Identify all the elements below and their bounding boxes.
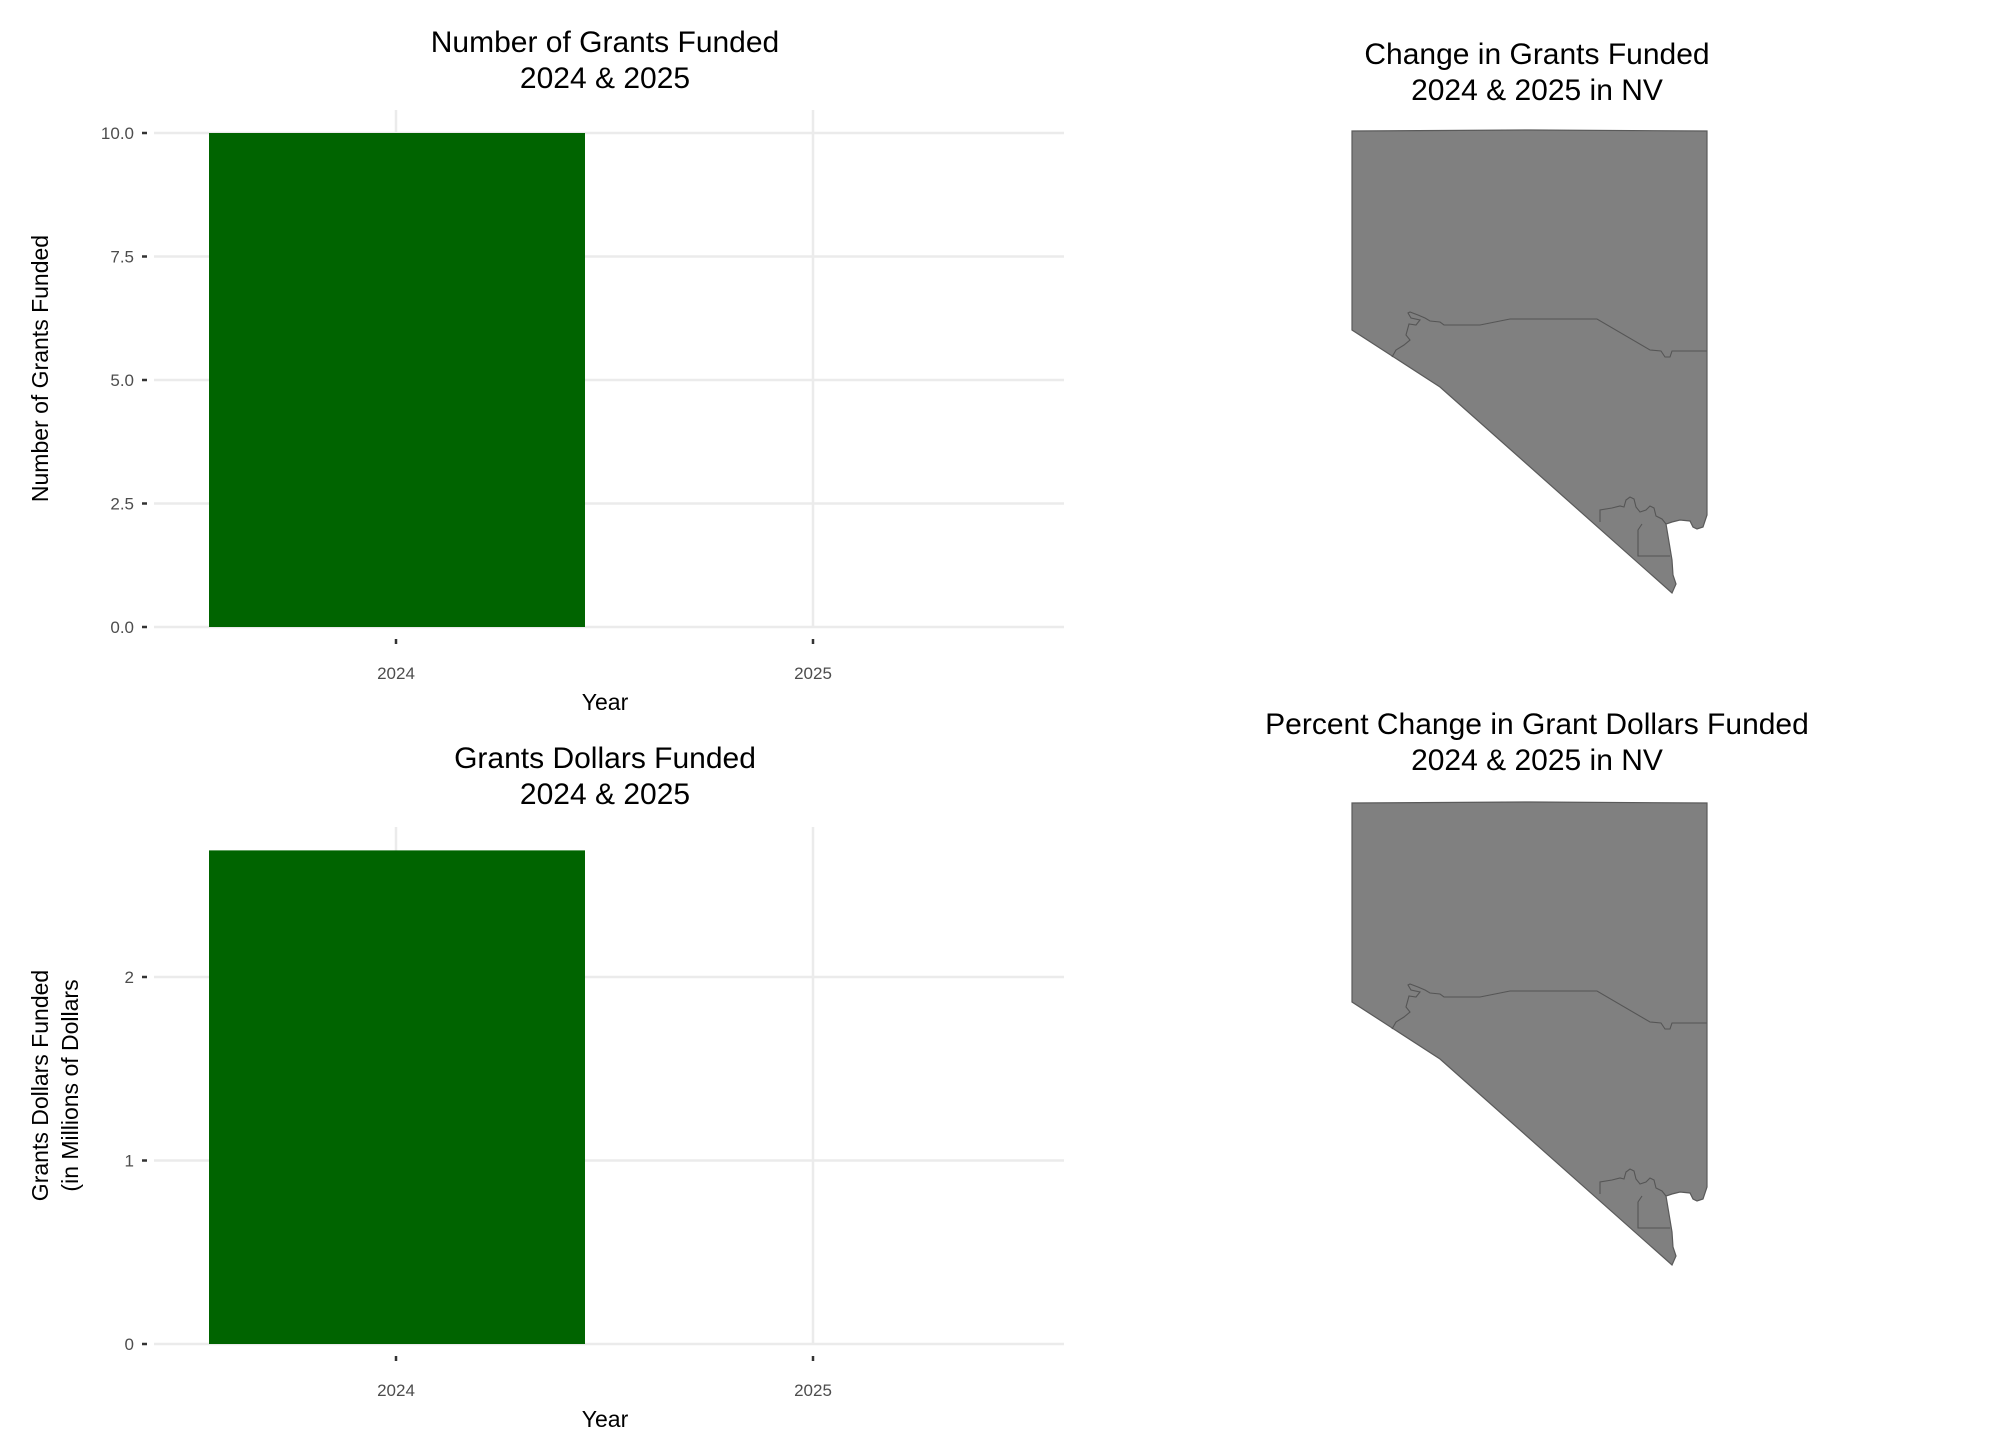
- x-tick-label: 2025: [794, 664, 832, 683]
- nevada-state-shape: [1351, 129, 1708, 594]
- nevada-map: [1351, 129, 1708, 594]
- y-axis-title: Grants Dollars Funded: [27, 970, 53, 1201]
- chart-title: Grants Dollars Funded: [454, 742, 756, 775]
- y-tick-label: 7.5: [110, 248, 134, 267]
- y-tick-label: 10.0: [101, 124, 134, 143]
- map-title: 2024 & 2025 in NV: [1411, 74, 1663, 107]
- nv-map-panel-3: Percent Change in Grant Dollars Funded20…: [1265, 708, 1809, 1266]
- x-axis-title: Year: [582, 689, 629, 715]
- y-tick-label: 0.0: [110, 618, 134, 637]
- nevada-map: [1351, 801, 1708, 1266]
- map-title: Change in Grants Funded: [1364, 38, 1709, 71]
- nevada-state-shape: [1351, 801, 1708, 1266]
- district-boundary: [1391, 311, 1707, 358]
- x-tick-label: 2024: [377, 664, 415, 683]
- y-axis-title: (in Millions of Dollars: [57, 979, 83, 1191]
- y-tick-label: 2: [125, 968, 134, 987]
- chart-title: 2024 & 2025: [520, 62, 690, 95]
- y-tick-label: 2.5: [110, 495, 134, 514]
- chart-title: Number of Grants Funded: [431, 26, 780, 59]
- district-boundary: [1637, 1195, 1670, 1229]
- bar-2024: [209, 850, 585, 1344]
- y-axis-title: Number of Grants Funded: [27, 235, 53, 502]
- district-boundary: [1391, 983, 1707, 1030]
- map-title: Percent Change in Grant Dollars Funded: [1265, 708, 1809, 741]
- district-boundary: [1599, 1168, 1667, 1197]
- x-tick-label: 2024: [377, 1381, 415, 1400]
- x-axis-title: Year: [582, 1406, 629, 1432]
- map-title: 2024 & 2025 in NV: [1411, 744, 1663, 777]
- bar-2024: [209, 133, 585, 627]
- district-boundary: [1637, 523, 1670, 557]
- x-tick-label: 2025: [794, 1381, 832, 1400]
- y-tick-label: 0: [125, 1335, 134, 1354]
- chart-title: 2024 & 2025: [520, 778, 690, 811]
- bar-chart-panel-0: 0.0 2.5 5.0 7.5 10.0 2024 2025 Number of Grants…: [27, 26, 1064, 715]
- y-tick-label: 5.0: [110, 371, 134, 390]
- y-tick-label: 1: [125, 1152, 134, 1171]
- district-boundary: [1599, 496, 1667, 525]
